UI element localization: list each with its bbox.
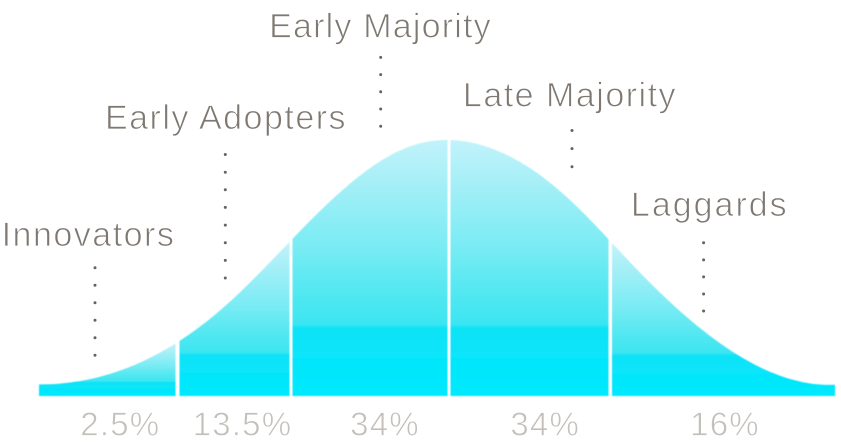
svg-text:Late Majority: Late Majority: [463, 77, 677, 115]
svg-text:2.5%: 2.5%: [80, 405, 160, 442]
svg-text:34%: 34%: [510, 405, 580, 442]
svg-text:Early Majority: Early Majority: [269, 8, 492, 46]
svg-text:Innovators: Innovators: [2, 216, 176, 254]
svg-text:34%: 34%: [350, 405, 420, 442]
svg-text:Early Adopters: Early Adopters: [105, 99, 347, 137]
svg-text:13.5%: 13.5%: [193, 405, 293, 442]
svg-text:16%: 16%: [690, 405, 760, 442]
svg-text:Laggards: Laggards: [631, 186, 789, 224]
